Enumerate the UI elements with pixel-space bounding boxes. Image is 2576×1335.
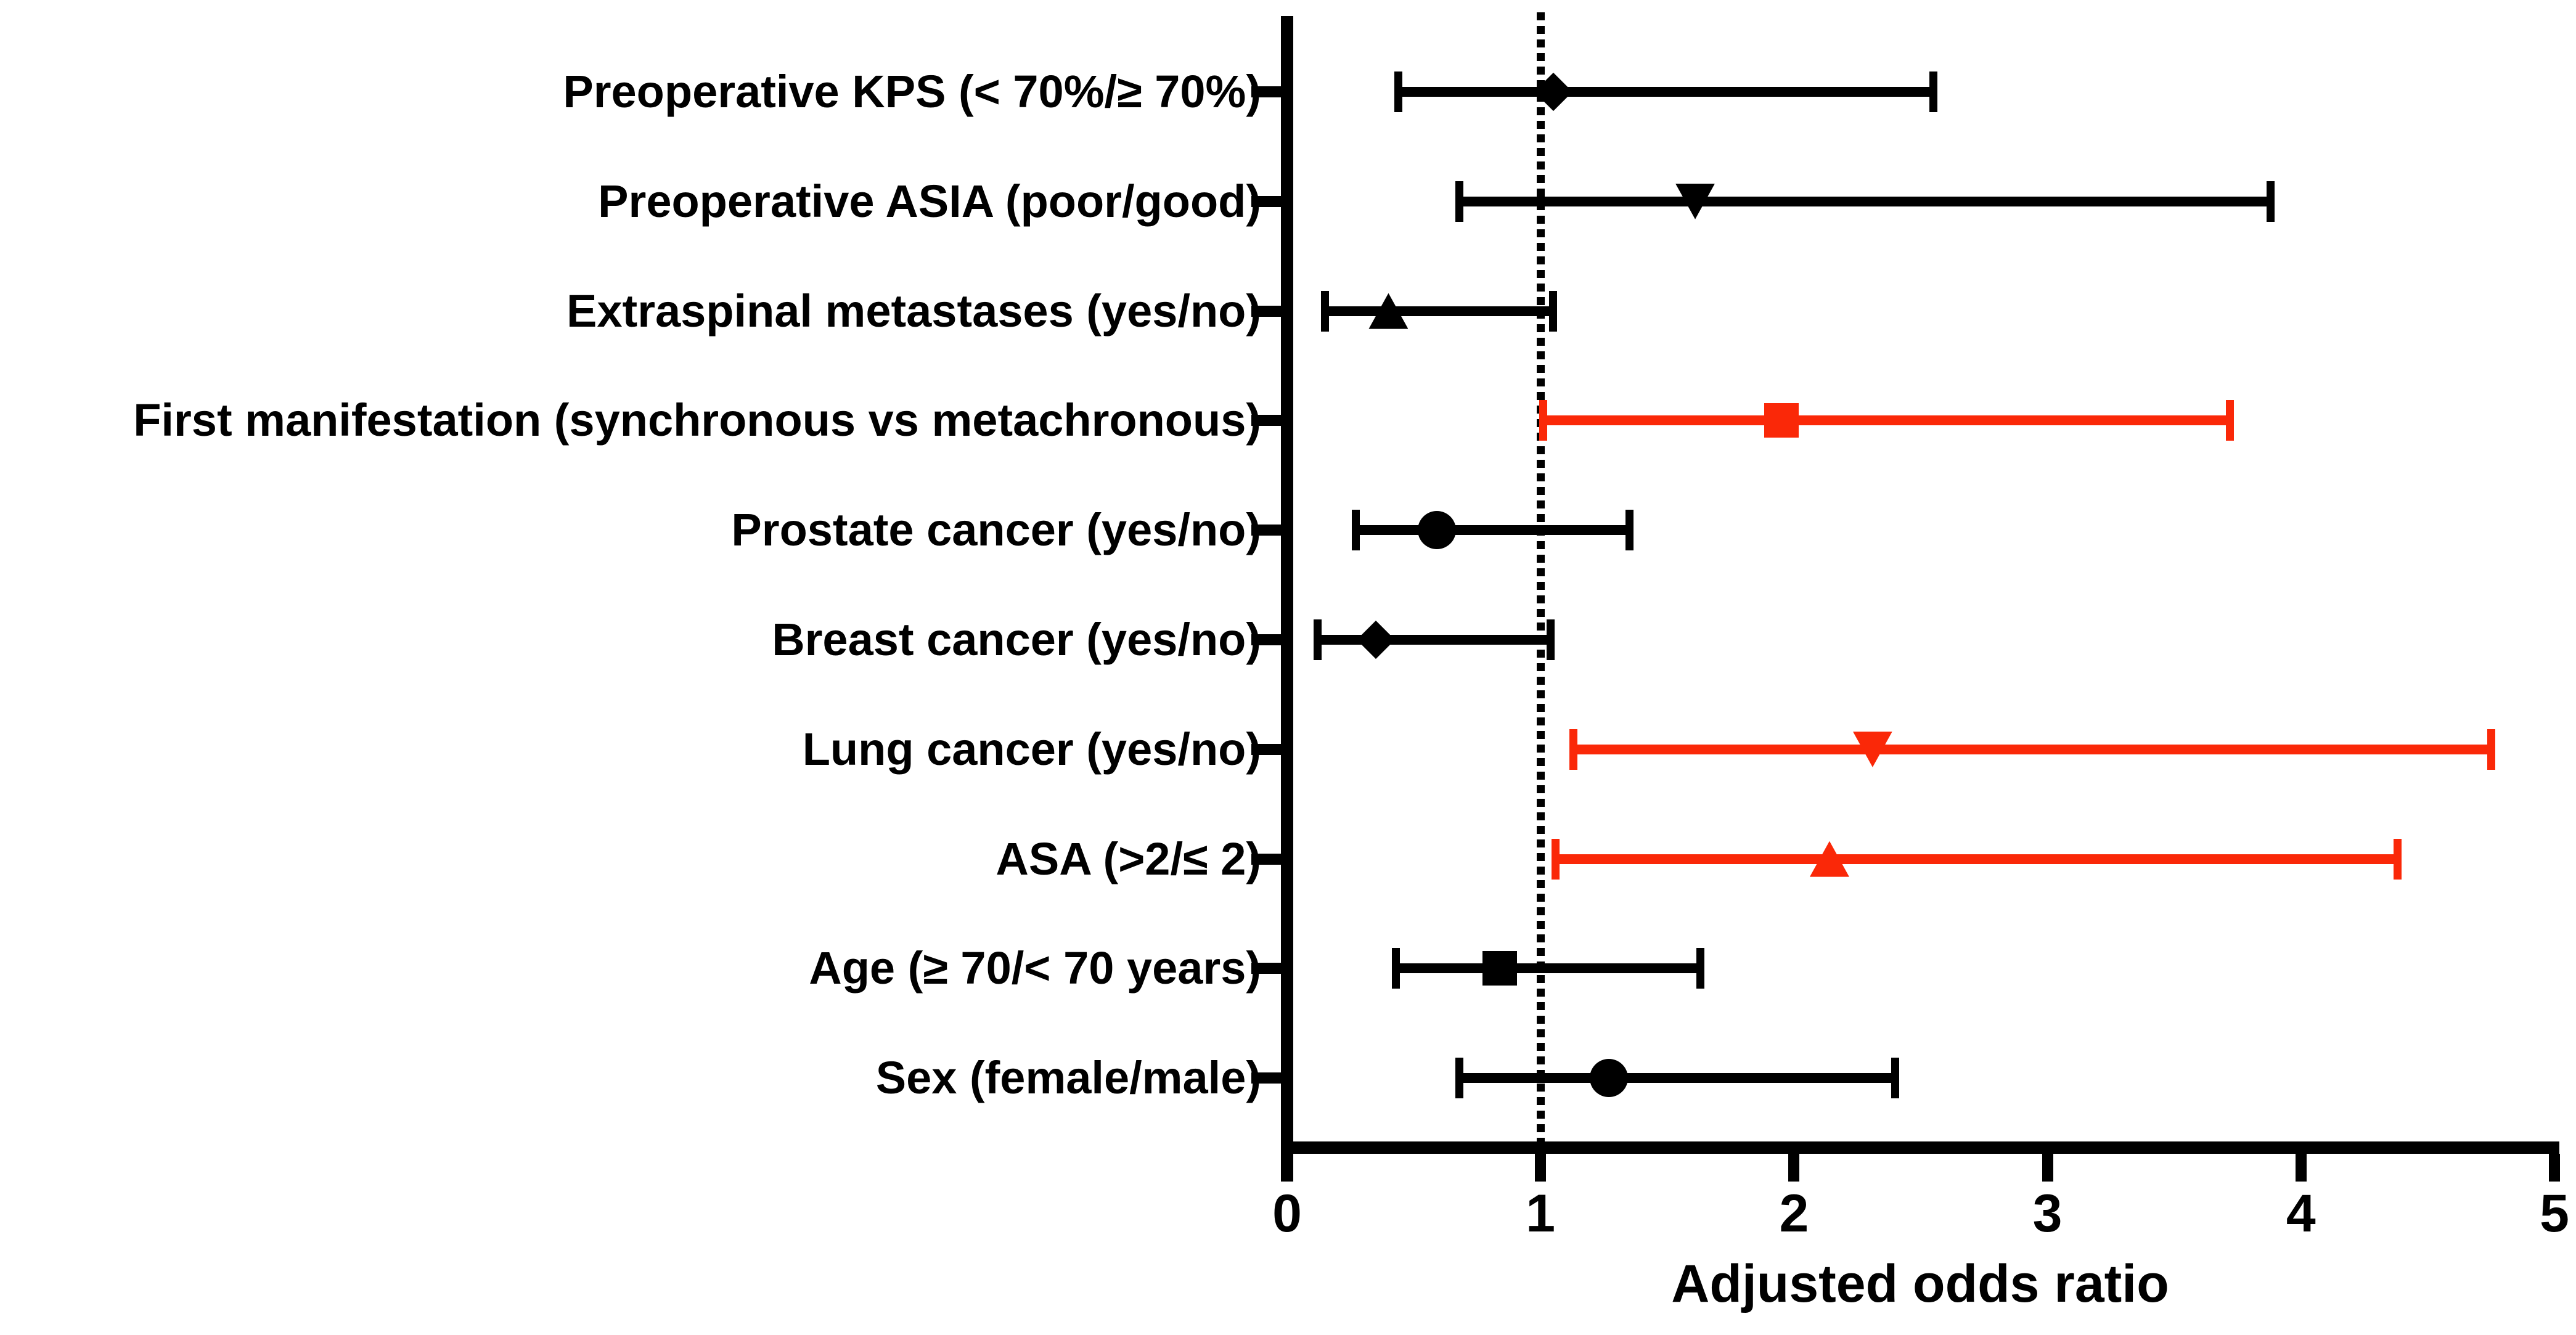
ci-line [1317,635,1551,645]
ci-cap-high [2487,729,2495,770]
row-label: Preoperative KPS (< 70%/≥ 70%) [563,66,1261,117]
row-label: Prostate cancer (yes/no) [731,504,1261,556]
ci-cap-high [1547,619,1555,660]
ci-line [1459,196,2271,206]
ci-cap-low [1351,510,1360,551]
ci-line [1573,744,2492,754]
ci-cap-high [2266,181,2275,222]
row-label: Age (≥ 70/< 70 years) [809,942,1261,994]
ci-cap-high [1891,1058,1900,1099]
ci-line [1459,1073,1895,1084]
ci-cap-high [1929,71,1938,112]
x-axis-line [1281,1141,2559,1154]
ci-cap-low [1455,181,1464,222]
marker-diamond [1356,620,1396,659]
x-axis-tick [2042,1154,2053,1182]
ci-cap-low [1392,948,1400,989]
ci-line [1325,306,1553,316]
x-axis-tick [1788,1154,1800,1182]
ci-cap-low [1552,838,1560,880]
ci-cap-high [2393,838,2402,880]
ci-cap-high [1549,290,1558,332]
reference-line-or-1 [1536,12,1545,1141]
row-label: Sex (female/male) [875,1052,1261,1104]
x-tick-label: 4 [2286,1184,2316,1243]
x-tick-label: 1 [1526,1184,1556,1243]
x-axis-tick [2295,1154,2307,1182]
category-tick [1251,743,1293,755]
x-tick-label: 0 [1272,1184,1302,1243]
ci-cap-high [2226,400,2235,441]
ci-cap-high [1696,948,1704,989]
x-tick-label: 5 [2540,1184,2569,1243]
category-tick [1251,963,1293,974]
marker-square [1482,951,1518,986]
ci-cap-low [1321,290,1330,332]
category-tick [1251,305,1293,317]
row-label: Lung cancer (yes/no) [802,723,1261,775]
row-label: ASA (>2/≤ 2) [996,833,1261,884]
row-label: First manifestation (synchronous vs meta… [133,394,1261,446]
x-axis-title: Adjusted odds ratio [1671,1254,2169,1313]
ci-line [1555,854,2398,864]
x-axis-tick [1282,1154,1293,1182]
x-tick-label: 2 [1779,1184,1809,1243]
marker-square [1764,403,1799,438]
ci-line [1398,87,1934,97]
row-label: Extraspinal metastases (yes/no) [566,285,1261,337]
ci-cap-low [1313,619,1322,660]
marker-circle [1590,1059,1629,1098]
row-label: Breast cancer (yes/no) [772,614,1261,665]
ci-line [1396,963,1701,974]
category-tick [1251,525,1293,536]
x-tick-label: 3 [2032,1184,2063,1243]
x-axis-tick [2549,1154,2560,1182]
category-tick [1251,853,1293,865]
marker-circle [1417,511,1456,550]
ci-cap-low [1455,1058,1464,1099]
category-tick [1251,86,1293,97]
ci-cap-high [1625,510,1634,551]
ci-cap-low [1539,400,1547,441]
category-tick [1251,415,1293,427]
ci-cap-low [1394,71,1403,112]
category-tick [1251,634,1293,645]
x-axis-tick [1535,1154,1547,1182]
row-label: Preoperative ASIA (poor/good) [598,175,1261,227]
ci-cap-low [1569,729,1578,770]
ci-line [1543,415,2230,426]
ci-line [1355,525,1630,536]
y-axis-line [1281,16,1293,1182]
category-tick [1251,1072,1293,1084]
category-tick [1251,195,1293,207]
